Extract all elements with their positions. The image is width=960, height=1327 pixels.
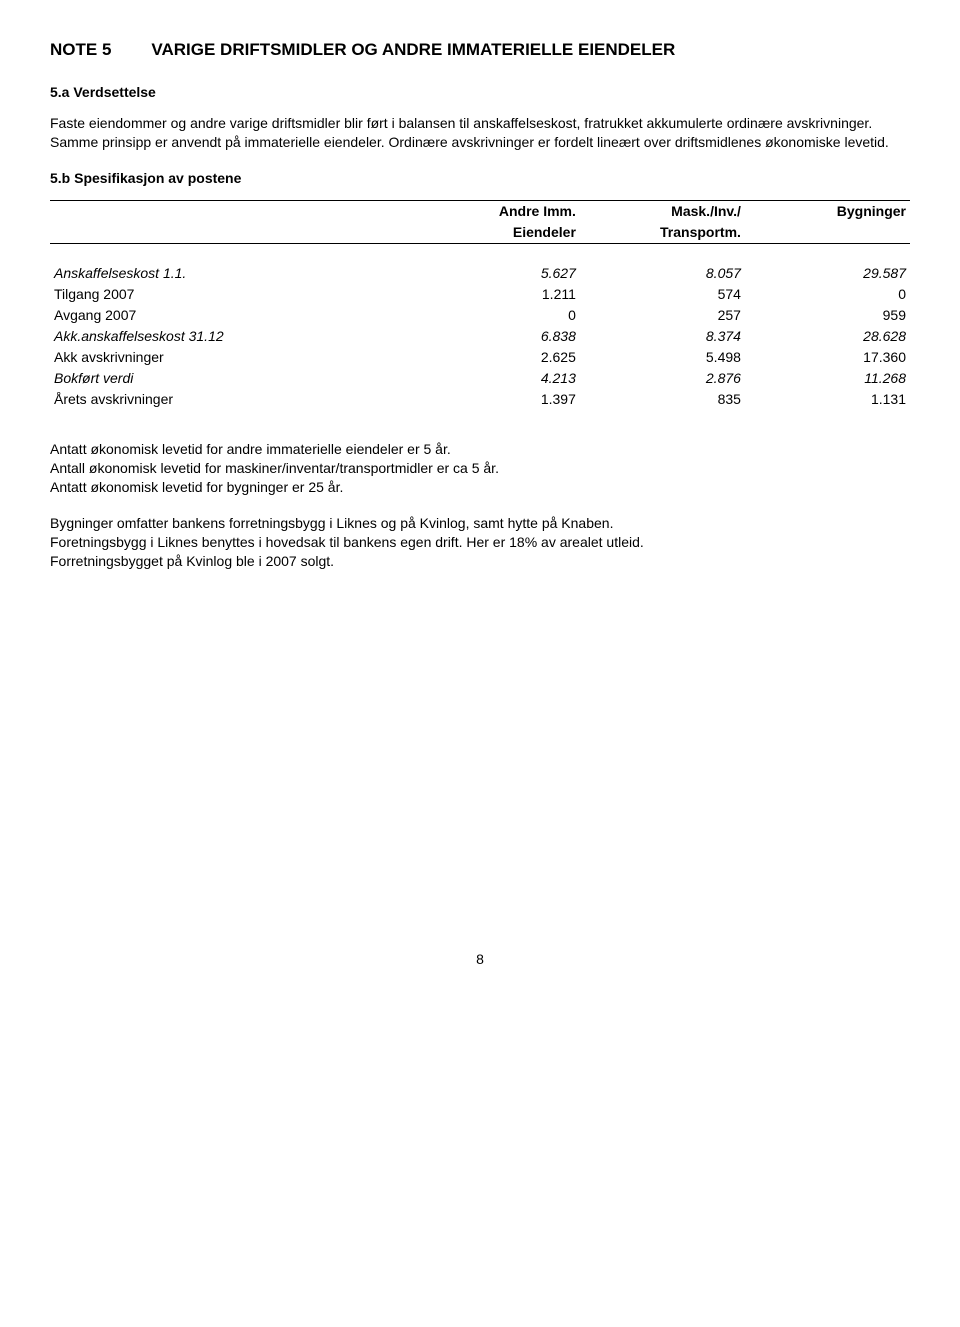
row-c1: 5.627 [415,263,580,284]
table-subheader-blank [50,222,415,244]
row-label: Anskaffelseskost 1.1. [50,263,415,284]
section-a-paragraph: Faste eiendommer og andre varige driftsm… [50,114,910,152]
table-row: Årets avskrivninger 1.397 835 1.131 [50,389,910,410]
row-c2: 835 [580,389,745,410]
note-title: VARIGE DRIFTSMIDLER OG ANDRE IMMATERIELL… [151,40,675,60]
row-c3: 11.268 [745,368,910,389]
row-c3: 28.628 [745,326,910,347]
row-c2: 257 [580,305,745,326]
notes-line: Foretningsbygg i Liknes benyttes i hoved… [50,534,644,550]
notes-line: Antatt økonomisk levetid for andre immat… [50,441,451,457]
row-label: Tilgang 2007 [50,284,415,305]
row-c3: 29.587 [745,263,910,284]
row-c2: 8.057 [580,263,745,284]
section-b-heading: 5.b Spesifikasjon av postene [50,170,910,186]
table-row: Avgang 2007 0 257 959 [50,305,910,326]
table-header-col2: Mask./Inv./ [580,200,745,222]
table-row: Akk.anskaffelseskost 31.12 6.838 8.374 2… [50,326,910,347]
row-c1: 2.625 [415,347,580,368]
notes-paragraph-1: Antatt økonomisk levetid for andre immat… [50,440,910,497]
table-subheader-col3 [745,222,910,244]
row-c1: 6.838 [415,326,580,347]
row-c1: 4.213 [415,368,580,389]
notes-line: Antatt økonomisk levetid for bygninger e… [50,479,343,495]
row-c2: 2.876 [580,368,745,389]
row-label: Årets avskrivninger [50,389,415,410]
table-header-col3: Bygninger [745,200,910,222]
table-row: Akk avskrivninger 2.625 5.498 17.360 [50,347,910,368]
row-c3: 0 [745,284,910,305]
note-label: NOTE 5 [50,40,111,60]
notes-line: Antall økonomisk levetid for maskiner/in… [50,460,499,476]
note-header: NOTE 5 VARIGE DRIFTSMIDLER OG ANDRE IMMA… [50,40,910,60]
table-row: Tilgang 2007 1.211 574 0 [50,284,910,305]
row-c2: 5.498 [580,347,745,368]
row-c1: 0 [415,305,580,326]
row-label: Akk avskrivninger [50,347,415,368]
spec-table: Andre Imm. Mask./Inv./ Bygninger Eiendel… [50,200,910,410]
row-label: Avgang 2007 [50,305,415,326]
row-c3: 959 [745,305,910,326]
section-a-heading: 5.a Verdsettelse [50,84,910,100]
row-label: Akk.anskaffelseskost 31.12 [50,326,415,347]
row-label: Bokført verdi [50,368,415,389]
table-row: Anskaffelseskost 1.1. 5.627 8.057 29.587 [50,263,910,284]
table-header-blank [50,200,415,222]
page-number: 8 [50,951,910,967]
table-subheader-col2: Transportm. [580,222,745,244]
row-c2: 8.374 [580,326,745,347]
row-c3: 1.131 [745,389,910,410]
table-subheader-col1: Eiendeler [415,222,580,244]
notes-line: Forretningsbygget på Kvinlog ble i 2007 … [50,553,334,569]
table-header-col1: Andre Imm. [415,200,580,222]
notes-line: Bygninger omfatter bankens forretningsby… [50,515,613,531]
row-c1: 1.211 [415,284,580,305]
row-c3: 17.360 [745,347,910,368]
table-row: Bokført verdi 4.213 2.876 11.268 [50,368,910,389]
row-c2: 574 [580,284,745,305]
row-c1: 1.397 [415,389,580,410]
notes-paragraph-2: Bygninger omfatter bankens forretningsby… [50,514,910,571]
